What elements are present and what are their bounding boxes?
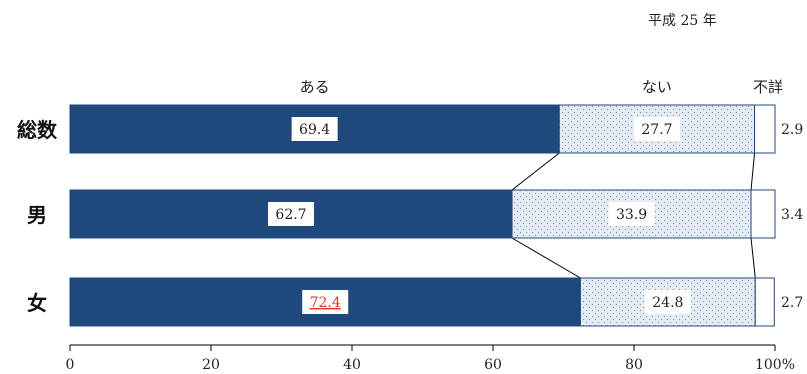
value-label-box [291, 117, 338, 141]
legend-label-1: ない [642, 78, 672, 96]
series-lines [511, 152, 756, 279]
series-line [511, 152, 560, 191]
series-line [750, 237, 756, 279]
value-label: 69.4 [299, 122, 330, 138]
bar-2-2 [754, 277, 775, 327]
legend-label-2: 不詳 [753, 78, 783, 96]
bar-2-0 [754, 104, 776, 154]
category-label: 総数 [17, 118, 58, 142]
category-label: 男 [27, 203, 47, 227]
value-label: 27.7 [641, 122, 672, 138]
series-line [750, 152, 756, 191]
x-tick-label: 100% [755, 357, 795, 373]
value-label: 62.7 [275, 207, 306, 223]
year-label: 平成 25 年 [648, 13, 717, 29]
x-tick-label: 80 [625, 357, 643, 373]
value-label: 2.7 [781, 295, 803, 311]
bars: 69.4 27.7 2.9 62.7 33.9 3.4 72.4 24.8 2.7 [69, 104, 803, 327]
x-tick-label: 0 [66, 357, 75, 373]
x-tick-label: 60 [484, 357, 502, 373]
value-label-box [302, 290, 349, 314]
value-label: 3.4 [781, 207, 803, 223]
value-label: 72.4 [310, 295, 341, 311]
legend-label-0: ある [300, 78, 330, 96]
value-label-box [633, 117, 680, 141]
category-label: 女 [27, 291, 47, 315]
value-label-box [608, 202, 655, 226]
value-label-box [268, 202, 315, 226]
legend: ある ない 不詳 [300, 78, 783, 96]
value-label: 33.9 [616, 207, 647, 223]
value-label-box [644, 290, 691, 314]
value-label: 24.8 [652, 295, 683, 311]
series-line [511, 237, 581, 279]
value-label: 2.9 [781, 122, 803, 138]
bar-2-1 [750, 189, 776, 239]
x-tick-label: 20 [202, 357, 220, 373]
x-axis: 0 20 40 60 80 100% [66, 344, 795, 373]
x-tick-label: 40 [343, 357, 361, 373]
